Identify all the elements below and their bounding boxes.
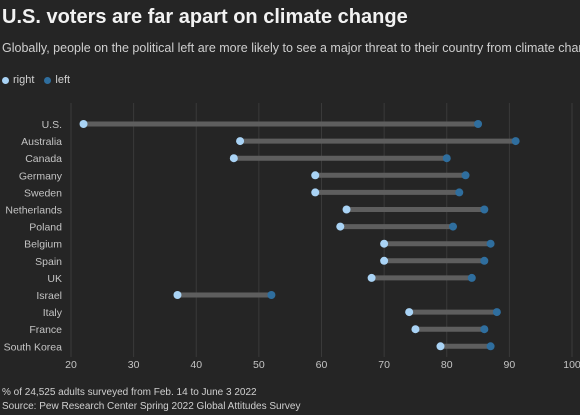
category-label: Italy xyxy=(43,307,63,319)
left-point xyxy=(467,273,476,282)
left-point xyxy=(267,291,276,299)
category-label: Belgium xyxy=(24,239,62,251)
x-tick-label: 20 xyxy=(65,359,77,371)
right-point xyxy=(173,291,182,299)
right-point xyxy=(367,273,376,282)
chart-title: U.S. voters are far apart on climate cha… xyxy=(2,6,408,28)
category-label: Israel xyxy=(36,290,62,302)
x-tick-label: 70 xyxy=(378,359,390,371)
left-point xyxy=(474,120,483,128)
legend-label-left: left xyxy=(55,74,71,86)
x-tick-label: 40 xyxy=(190,359,202,371)
category-label: Sweden xyxy=(24,187,62,199)
category-label: France xyxy=(29,324,62,336)
legend-item-right: right xyxy=(2,74,34,86)
x-tick-label: 60 xyxy=(316,359,328,371)
x-tick-label: 100 xyxy=(563,359,580,371)
x-tick-label: 90 xyxy=(504,359,516,371)
source-note: Source: Pew Research Center Spring 2022 … xyxy=(2,401,301,412)
category-label: Netherlands xyxy=(5,205,62,217)
right-point xyxy=(380,256,389,265)
chart-legend: right left xyxy=(2,74,70,86)
left-point xyxy=(480,325,489,334)
left-point xyxy=(461,171,470,180)
category-label: Germany xyxy=(19,170,63,182)
right-point xyxy=(405,308,414,317)
survey-note: % of 24,525 adults surveyed from Feb. 14… xyxy=(2,387,257,398)
right-point xyxy=(79,120,88,128)
legend-dot-left-icon xyxy=(44,76,52,84)
legend-label-right: right xyxy=(13,74,35,86)
right-point xyxy=(311,171,320,180)
legend-dot-right-icon xyxy=(2,76,9,84)
category-label: South Korea xyxy=(4,341,63,353)
left-point xyxy=(480,205,489,214)
right-point xyxy=(411,325,420,334)
category-label: Canada xyxy=(25,153,62,165)
right-point xyxy=(336,222,345,231)
right-point xyxy=(436,342,445,351)
category-label: UK xyxy=(47,273,62,285)
left-point xyxy=(455,188,464,197)
left-point xyxy=(511,137,520,146)
left-point xyxy=(486,342,495,351)
right-point xyxy=(380,239,389,248)
category-label: Spain xyxy=(35,256,62,268)
left-point xyxy=(449,222,458,231)
right-point xyxy=(342,205,351,214)
left-point xyxy=(442,154,451,163)
x-tick-label: 50 xyxy=(253,359,265,371)
category-label: U.S. xyxy=(42,119,62,131)
left-point xyxy=(486,239,495,248)
dumbbell-chart: 20 30 40 50 60 70 80 90 100 U.S. Australia Canada Ge… xyxy=(4,103,580,371)
right-point xyxy=(229,154,238,163)
category-label: Australia xyxy=(21,136,62,148)
x-tick-label: 80 xyxy=(441,359,453,371)
left-point xyxy=(492,308,501,317)
chart-subtitle: Globally, people on the political left a… xyxy=(2,41,580,55)
left-point xyxy=(480,256,489,265)
category-label: Poland xyxy=(29,222,62,234)
right-point xyxy=(311,188,320,197)
right-point xyxy=(236,137,245,146)
x-tick-label: 30 xyxy=(128,359,140,371)
legend-item-left: left xyxy=(44,74,70,86)
